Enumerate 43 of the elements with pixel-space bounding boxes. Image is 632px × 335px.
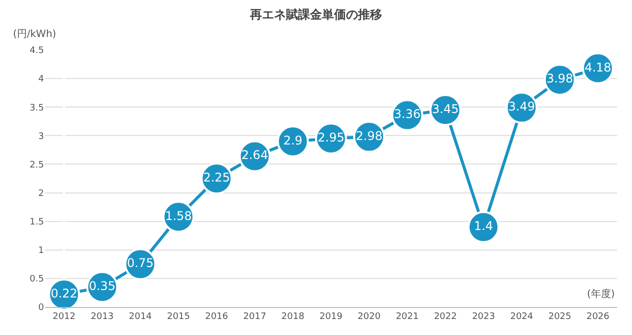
- y-tick-label: 1.5: [30, 217, 44, 228]
- data-label: 1.4: [474, 219, 494, 234]
- data-label: 3.98: [546, 72, 574, 86]
- y-tick-label: 0: [38, 303, 44, 314]
- data-label: 3.36: [394, 107, 421, 122]
- x-tick-label: 2014: [128, 312, 152, 322]
- x-tick-label: 2023: [472, 312, 495, 322]
- x-tick-label: 2026: [586, 312, 610, 322]
- y-tick-label: 2.5: [30, 160, 44, 170]
- data-label: 3.49: [508, 100, 536, 114]
- y-tick-label: 1: [38, 246, 44, 256]
- data-label: 0.22: [50, 286, 78, 300]
- x-tick-label: 2020: [358, 312, 381, 322]
- x-tick-label: 2019: [320, 312, 343, 322]
- y-tick-label: 3: [38, 132, 44, 142]
- data-label: 2.98: [356, 128, 382, 143]
- x-tick-label: 2018: [281, 312, 305, 322]
- y-tick-label: 0.5: [30, 274, 44, 285]
- x-tick-label: 2022: [434, 312, 457, 322]
- y-tick-label: 4.5: [30, 46, 44, 56]
- data-label: 2.25: [203, 170, 230, 184]
- y-tick-label: 4: [38, 74, 44, 85]
- x-tick-label: 2015: [167, 312, 190, 322]
- x-tick-label: 2017: [243, 312, 266, 322]
- x-tick-label: 2016: [205, 312, 228, 322]
- y-tick-label: 2: [38, 188, 44, 199]
- data-label: 2.64: [241, 148, 268, 162]
- x-tick-label: 2012: [52, 312, 76, 322]
- data-label: 4.18: [584, 60, 612, 74]
- x-tick-label: 2025: [548, 312, 572, 322]
- data-label: 2.95: [318, 130, 344, 145]
- x-tick-label: 2024: [510, 312, 534, 322]
- data-label: 0.35: [88, 279, 116, 294]
- data-label: 3.45: [432, 102, 459, 116]
- chart-title: 再エネ賦課金単価の推移: [249, 7, 382, 22]
- y-axis-title: (円/kWh): [13, 29, 56, 40]
- data-label: 1.58: [165, 208, 192, 223]
- y-tick-label: 3.5: [30, 103, 44, 114]
- x-tick-label: 2021: [396, 312, 419, 322]
- data-label: 0.75: [126, 256, 154, 270]
- x-axis-title: (年度): [587, 288, 615, 300]
- x-tick-label: 2013: [90, 312, 114, 322]
- data-label: 2.9: [283, 133, 302, 148]
